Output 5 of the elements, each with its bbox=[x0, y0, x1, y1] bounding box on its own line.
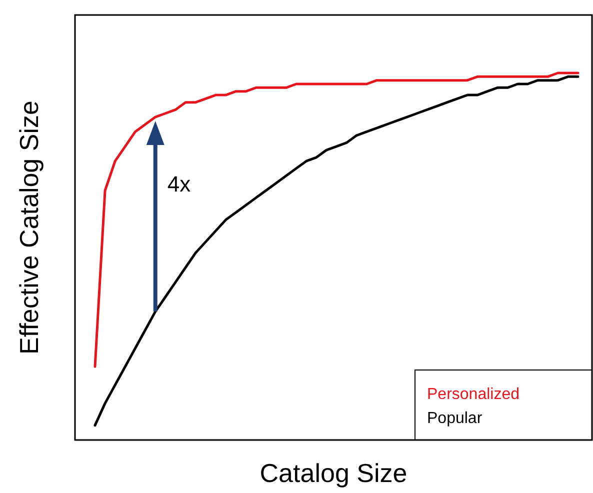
annotation: 4x bbox=[167, 171, 191, 196]
text: Personalized bbox=[427, 386, 520, 403]
text: Popular bbox=[427, 410, 483, 427]
y-axis-title: Effective Catalog Size bbox=[14, 100, 44, 354]
x-axis-title: Catalog Size bbox=[260, 458, 408, 488]
